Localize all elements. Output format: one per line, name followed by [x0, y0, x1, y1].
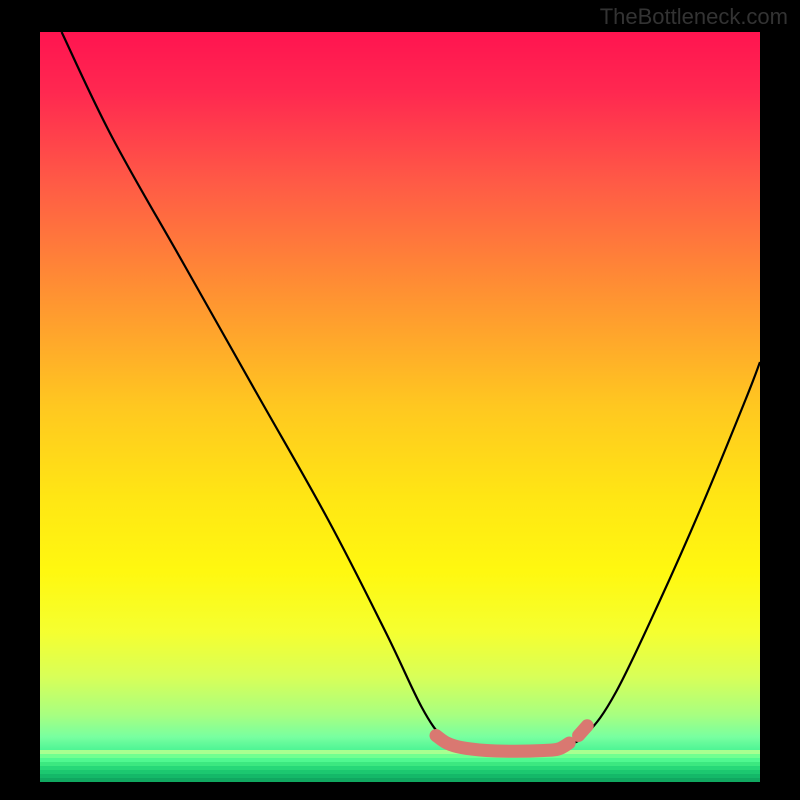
chart-svg — [40, 32, 760, 782]
bottleneck-chart — [40, 32, 760, 782]
watermark-text: TheBottleneck.com — [600, 4, 788, 30]
chart-bottom-band — [40, 750, 760, 782]
curve-highlight-right — [579, 726, 588, 736]
chart-background — [40, 32, 760, 782]
